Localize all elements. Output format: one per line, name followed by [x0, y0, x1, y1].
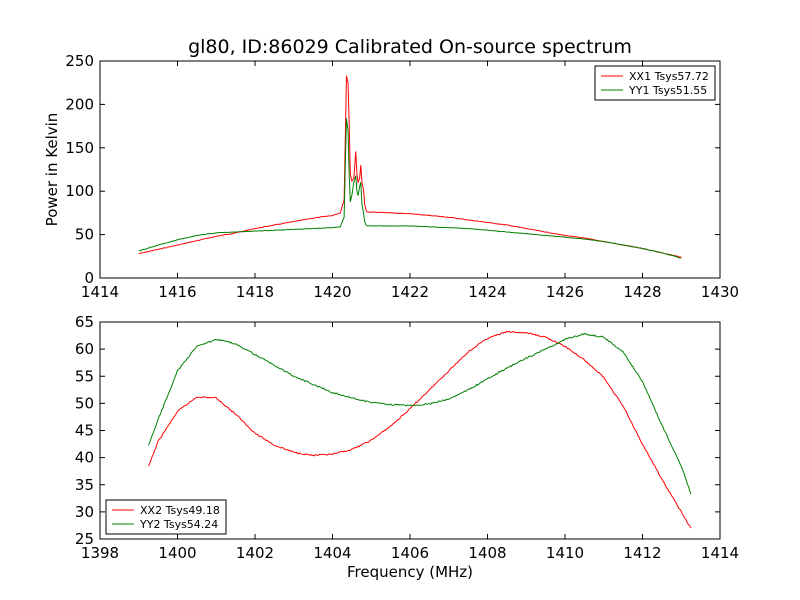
- y-tick-label: 40: [75, 449, 94, 467]
- y-tick-label: 65: [75, 313, 94, 331]
- y-tick-label: 0: [84, 269, 94, 287]
- x-tick-label: 1406: [391, 544, 429, 562]
- x-axis-label: Frequency (MHz): [347, 563, 473, 581]
- legend-label: YY2 Tsys54.24: [139, 518, 218, 531]
- legend-label: YY1 Tsys51.55: [628, 84, 707, 97]
- x-tick-label: 1414: [81, 283, 119, 301]
- x-tick-label: 1402: [236, 544, 274, 562]
- y-tick-label: 250: [65, 52, 94, 70]
- y-tick-label: 200: [65, 95, 94, 113]
- y-tick-label: 25: [75, 530, 94, 548]
- y-axis-label: Power in Kelvin: [43, 113, 61, 227]
- y-tick-label: 45: [75, 422, 94, 440]
- series-line-yy: [138, 118, 682, 259]
- x-tick-label: 1410: [546, 544, 584, 562]
- y-tick-label: 55: [75, 367, 94, 385]
- legend-label: XX2 Tsys49.18: [140, 504, 220, 517]
- legend-box: [105, 499, 227, 535]
- x-tick-label: 1430: [701, 283, 739, 301]
- x-tick-label: 1412: [623, 544, 661, 562]
- chart-title: gl80, ID:86029 Calibrated On-source spec…: [188, 36, 632, 58]
- y-tick-label: 50: [75, 394, 94, 412]
- x-tick-label: 1422: [391, 283, 429, 301]
- x-tick-label: 1418: [236, 283, 274, 301]
- x-tick-label: 1398: [81, 544, 119, 562]
- x-tick-label: 1428: [623, 283, 661, 301]
- x-tick-label: 1400: [158, 544, 196, 562]
- bottom-panel: 1398 1400 1402 1404 1406 1408 1410 1412 1414 25 30…: [75, 313, 739, 581]
- top-panel: 1414 1416 1418 1420 1422 1424 1426 1428 1430 0 50 1…: [43, 52, 739, 301]
- y-tick-label: 35: [75, 476, 94, 494]
- y-tick-label: 50: [75, 226, 94, 244]
- legend-label: XX1 Tsys57.72: [629, 70, 709, 83]
- x-tick-label: 1414: [701, 544, 739, 562]
- x-tick-label: 1408: [468, 544, 506, 562]
- x-tick-label: 1424: [468, 283, 506, 301]
- series-line-yy: [147, 332, 692, 495]
- legend-box: [594, 65, 716, 101]
- x-tick-label: 1426: [546, 283, 584, 301]
- x-tick-label: 1404: [313, 544, 351, 562]
- y-tick-label: 150: [65, 139, 94, 157]
- series-line-xx: [138, 75, 682, 258]
- y-tick-label: 30: [75, 503, 94, 521]
- y-tick-label: 60: [75, 340, 94, 358]
- y-tick-label: 100: [65, 182, 94, 200]
- x-tick-label: 1420: [313, 283, 351, 301]
- x-tick-label: 1416: [158, 283, 196, 301]
- series-line-xx: [147, 330, 692, 529]
